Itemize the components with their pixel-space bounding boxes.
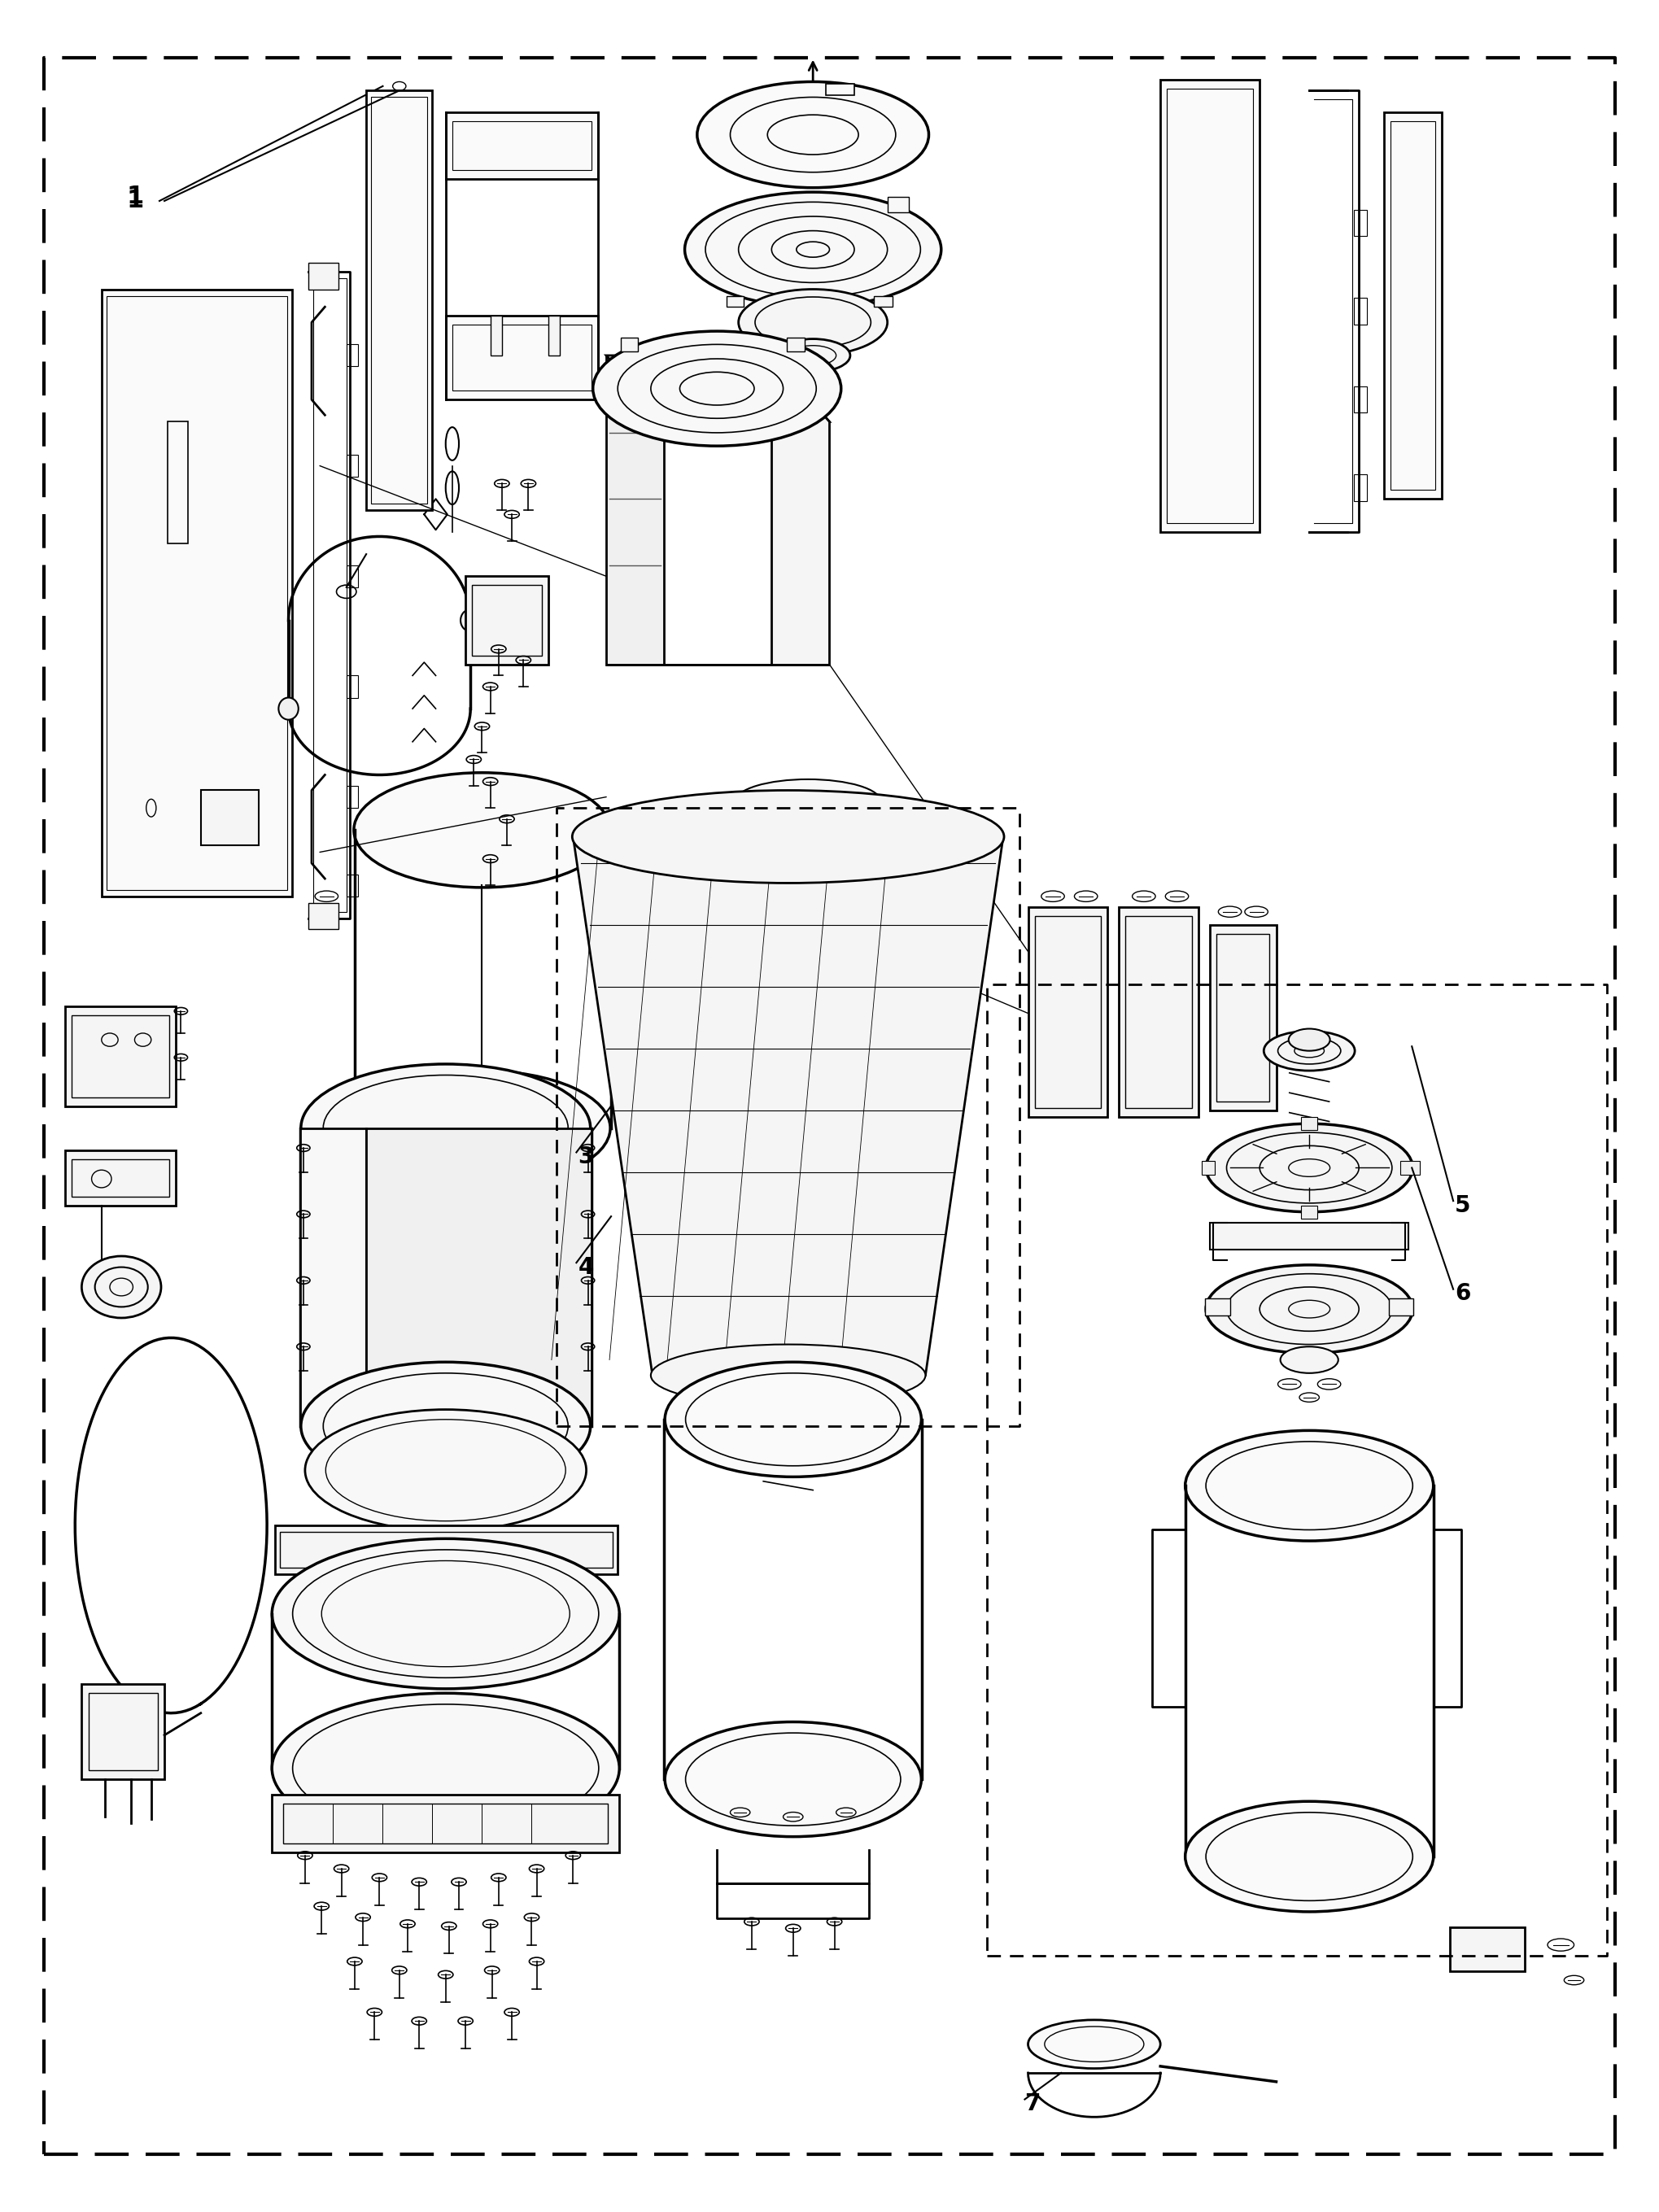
Bar bbox=[1354, 476, 1367, 502]
Ellipse shape bbox=[300, 1363, 591, 1491]
Ellipse shape bbox=[738, 290, 888, 356]
Ellipse shape bbox=[461, 608, 481, 630]
Polygon shape bbox=[367, 1128, 591, 1427]
Polygon shape bbox=[367, 91, 433, 511]
Polygon shape bbox=[65, 1150, 176, 1206]
Polygon shape bbox=[1029, 907, 1108, 1117]
Polygon shape bbox=[81, 1683, 164, 1778]
Ellipse shape bbox=[1029, 2020, 1160, 2068]
Polygon shape bbox=[275, 1526, 617, 1575]
Bar bbox=[347, 345, 358, 367]
Bar bbox=[309, 902, 338, 929]
Polygon shape bbox=[620, 338, 637, 352]
Ellipse shape bbox=[279, 697, 299, 719]
Ellipse shape bbox=[1206, 1265, 1413, 1354]
Ellipse shape bbox=[735, 779, 881, 823]
Text: 6: 6 bbox=[1455, 1283, 1470, 1305]
Bar bbox=[347, 456, 358, 478]
Text: 1: 1 bbox=[126, 186, 144, 208]
Polygon shape bbox=[1120, 907, 1198, 1117]
Polygon shape bbox=[771, 356, 830, 664]
Polygon shape bbox=[272, 1794, 619, 1851]
Bar bbox=[1354, 387, 1367, 414]
Polygon shape bbox=[65, 1006, 176, 1106]
Polygon shape bbox=[1160, 80, 1259, 533]
Polygon shape bbox=[1301, 1117, 1317, 1130]
Ellipse shape bbox=[81, 1256, 161, 1318]
Polygon shape bbox=[1209, 925, 1276, 1110]
Bar bbox=[1354, 299, 1367, 325]
Ellipse shape bbox=[572, 790, 1004, 883]
Polygon shape bbox=[1204, 1298, 1229, 1316]
Polygon shape bbox=[491, 316, 503, 356]
Polygon shape bbox=[547, 316, 559, 356]
Polygon shape bbox=[1400, 1161, 1420, 1175]
Polygon shape bbox=[874, 296, 893, 307]
Ellipse shape bbox=[685, 192, 941, 307]
Bar bbox=[1354, 210, 1367, 237]
Ellipse shape bbox=[665, 1721, 921, 1836]
Polygon shape bbox=[446, 113, 597, 179]
Polygon shape bbox=[101, 290, 292, 896]
Ellipse shape bbox=[1264, 1031, 1355, 1071]
Ellipse shape bbox=[770, 1405, 806, 1427]
Polygon shape bbox=[717, 1029, 846, 1206]
Polygon shape bbox=[1209, 1223, 1408, 1250]
Bar bbox=[201, 790, 259, 845]
Bar bbox=[347, 874, 358, 896]
Polygon shape bbox=[300, 1128, 367, 1427]
Ellipse shape bbox=[300, 1064, 591, 1192]
Polygon shape bbox=[466, 575, 547, 664]
Ellipse shape bbox=[776, 338, 849, 372]
Ellipse shape bbox=[353, 772, 611, 887]
Polygon shape bbox=[735, 801, 879, 1029]
Polygon shape bbox=[826, 84, 854, 95]
Ellipse shape bbox=[1281, 1347, 1339, 1374]
Ellipse shape bbox=[717, 1009, 849, 1048]
Ellipse shape bbox=[665, 1363, 921, 1478]
Ellipse shape bbox=[272, 1540, 619, 1688]
Bar bbox=[309, 263, 338, 290]
Polygon shape bbox=[1384, 113, 1442, 500]
Text: 1: 1 bbox=[126, 190, 144, 212]
Bar bbox=[347, 675, 358, 697]
Text: 3: 3 bbox=[577, 1146, 594, 1168]
Text: 7: 7 bbox=[1025, 2093, 1040, 2115]
Ellipse shape bbox=[1185, 1431, 1433, 1542]
Ellipse shape bbox=[272, 1692, 619, 1843]
Ellipse shape bbox=[592, 332, 841, 447]
Polygon shape bbox=[1201, 1161, 1214, 1175]
Polygon shape bbox=[572, 836, 1004, 1376]
Ellipse shape bbox=[650, 1345, 926, 1407]
Polygon shape bbox=[727, 296, 743, 307]
Text: 4: 4 bbox=[577, 1256, 594, 1279]
Text: 2: 2 bbox=[768, 1018, 785, 1040]
Ellipse shape bbox=[305, 1409, 586, 1531]
Polygon shape bbox=[888, 197, 909, 212]
Ellipse shape bbox=[353, 1071, 611, 1186]
Polygon shape bbox=[1301, 1206, 1317, 1219]
Ellipse shape bbox=[1185, 1801, 1433, 1911]
Ellipse shape bbox=[697, 82, 929, 188]
Polygon shape bbox=[1450, 1927, 1525, 1971]
Polygon shape bbox=[1389, 1298, 1413, 1316]
Polygon shape bbox=[606, 356, 830, 422]
Ellipse shape bbox=[1289, 1029, 1331, 1051]
Polygon shape bbox=[446, 316, 597, 400]
Bar bbox=[347, 566, 358, 586]
Text: 5: 5 bbox=[1455, 1194, 1472, 1217]
Bar bbox=[168, 422, 187, 544]
Polygon shape bbox=[786, 338, 805, 352]
Polygon shape bbox=[606, 356, 664, 664]
Ellipse shape bbox=[1206, 1124, 1413, 1212]
Bar bbox=[347, 785, 358, 807]
